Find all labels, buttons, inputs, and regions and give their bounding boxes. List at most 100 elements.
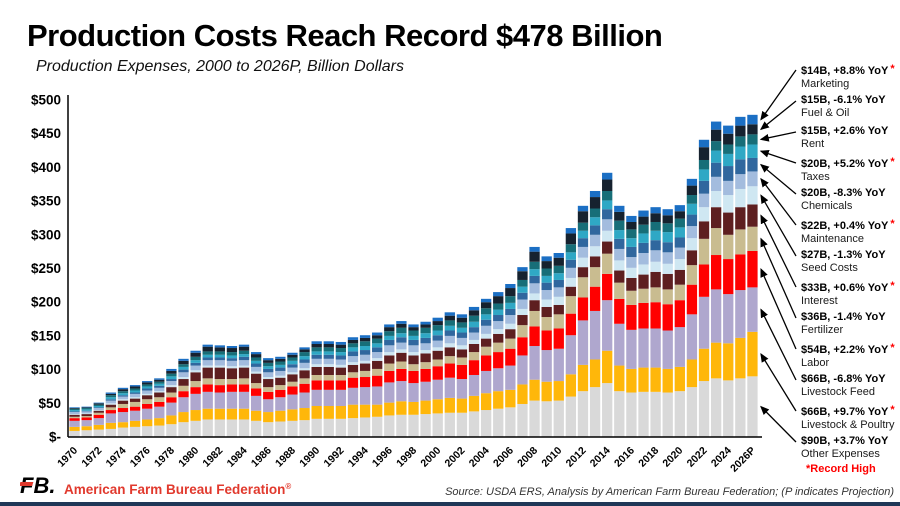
callout-arrow — [760, 69, 797, 121]
bar-segment — [456, 398, 468, 413]
bar-segment — [154, 401, 165, 407]
bar-segment — [614, 230, 625, 239]
bar-segment — [287, 386, 298, 395]
bar-segment — [626, 304, 637, 330]
bar-segment — [190, 370, 201, 373]
bar-segment — [69, 412, 80, 415]
bar-segment — [432, 330, 443, 336]
bar-segment — [105, 392, 117, 394]
bar-segment — [674, 284, 685, 301]
bar-segment — [698, 193, 710, 208]
bar-segment — [420, 362, 431, 369]
bar-segment — [493, 303, 504, 310]
bar-segment — [263, 387, 274, 392]
bar-segment — [142, 426, 153, 437]
bar-segment — [614, 270, 625, 283]
bar-segment — [614, 238, 625, 249]
bar-segment — [589, 267, 601, 287]
bar-segment — [275, 364, 286, 368]
bar-segment — [444, 377, 455, 398]
bar-segment — [674, 300, 685, 328]
bar-segment — [214, 365, 225, 368]
bar-segment — [384, 324, 395, 328]
bar-segment — [190, 387, 201, 394]
bar-segment — [408, 370, 419, 384]
bar-segment — [202, 360, 213, 366]
bar-segment — [129, 388, 141, 391]
bar-segment — [263, 358, 274, 361]
bar-segment — [505, 329, 516, 339]
bar-segment — [117, 396, 129, 400]
bar-segment — [263, 372, 274, 378]
callout-arrow — [760, 352, 797, 412]
bar-segment — [468, 360, 480, 375]
bar-segment — [674, 391, 685, 437]
bar-segment — [178, 422, 189, 437]
bar-segment — [541, 306, 552, 318]
bar-segment — [299, 383, 310, 393]
bar-segment — [517, 267, 528, 272]
bar-segment — [674, 259, 685, 270]
bar-segment — [553, 253, 564, 258]
bar-segment — [662, 252, 673, 264]
bar-segment — [480, 302, 492, 309]
bar-segment — [396, 361, 407, 369]
bar-segment — [747, 204, 758, 227]
bar-segment — [662, 209, 673, 216]
bar-segment — [335, 348, 347, 353]
bar-segment — [541, 256, 552, 262]
bar-segment — [505, 323, 516, 330]
bar-segment — [347, 356, 359, 363]
bar-segment — [589, 387, 601, 437]
bar-segment — [178, 360, 189, 365]
bar-segment — [444, 412, 455, 437]
y-tick-label: $50 — [38, 396, 61, 411]
bar-segment — [614, 365, 625, 392]
bar-segment — [335, 374, 347, 381]
bar-segment — [698, 348, 710, 382]
bar-segment — [698, 238, 710, 265]
bar-segment — [614, 323, 625, 366]
bar-segment — [650, 271, 661, 288]
page-subtitle: Production Expenses, 2000 to 2026P, Bill… — [36, 58, 404, 75]
bar-segment — [480, 370, 492, 394]
bar-segment — [420, 400, 431, 415]
bar-segment — [735, 254, 746, 291]
bar-segment — [710, 342, 722, 379]
bar-segment — [735, 136, 746, 147]
bar-segment — [614, 248, 625, 261]
bar-segment — [710, 228, 722, 256]
bar-segment — [323, 389, 334, 406]
bar-segment — [662, 263, 673, 274]
bar-segment — [614, 220, 625, 231]
x-tick-label: 1988 — [273, 445, 298, 470]
bar-segment — [735, 188, 746, 208]
bar-segment — [142, 419, 153, 427]
bar-segment — [238, 354, 250, 357]
bar-segment — [723, 166, 734, 181]
bar-segment — [347, 362, 359, 365]
bar-segment — [432, 413, 443, 437]
bar-segment — [517, 308, 528, 316]
bar-segment — [372, 335, 383, 339]
y-tick-label: $450 — [31, 126, 61, 141]
bar-segment — [142, 403, 153, 409]
bar-segment — [432, 366, 443, 380]
bar-segment — [202, 367, 213, 379]
bar-segment — [396, 337, 407, 343]
bar-segment — [565, 286, 577, 297]
bar-segment — [396, 333, 407, 338]
bar-segment — [420, 333, 431, 338]
bar-segment — [311, 406, 322, 419]
bar-segment — [69, 426, 80, 431]
bar-segment — [650, 213, 661, 222]
bar-segment — [541, 401, 552, 437]
bar-segment — [662, 242, 673, 253]
bar-segment — [480, 333, 492, 339]
bar-segment — [493, 352, 504, 369]
bar-segment — [698, 139, 710, 148]
bar-segment — [432, 359, 443, 367]
callout-arrow — [760, 177, 797, 226]
bar-segment — [287, 352, 298, 355]
bar-segment — [359, 346, 371, 351]
